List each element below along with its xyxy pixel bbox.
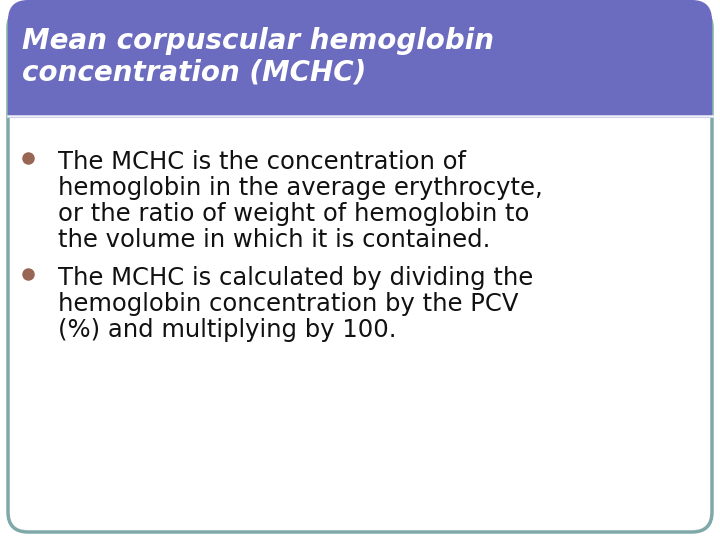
- Text: hemoglobin concentration by the PCV: hemoglobin concentration by the PCV: [58, 292, 518, 316]
- Text: (%) and multiplying by 100.: (%) and multiplying by 100.: [58, 318, 397, 342]
- Bar: [8, 96, 712, 118]
- Text: the volume in which it is contained.: the volume in which it is contained.: [58, 228, 490, 252]
- Text: hemoglobin in the average erythrocyte,: hemoglobin in the average erythrocyte,: [58, 176, 543, 200]
- Text: The MCHC is the concentration of: The MCHC is the concentration of: [58, 150, 466, 174]
- FancyBboxPatch shape: [8, 0, 712, 118]
- Text: or the ratio of weight of hemoglobin to: or the ratio of weight of hemoglobin to: [58, 202, 529, 226]
- FancyBboxPatch shape: [8, 8, 712, 532]
- Text: Mean corpuscular hemoglobin: Mean corpuscular hemoglobin: [22, 27, 494, 55]
- Text: concentration (MCHC): concentration (MCHC): [22, 59, 366, 87]
- Text: The MCHC is calculated by dividing the: The MCHC is calculated by dividing the: [58, 266, 534, 290]
